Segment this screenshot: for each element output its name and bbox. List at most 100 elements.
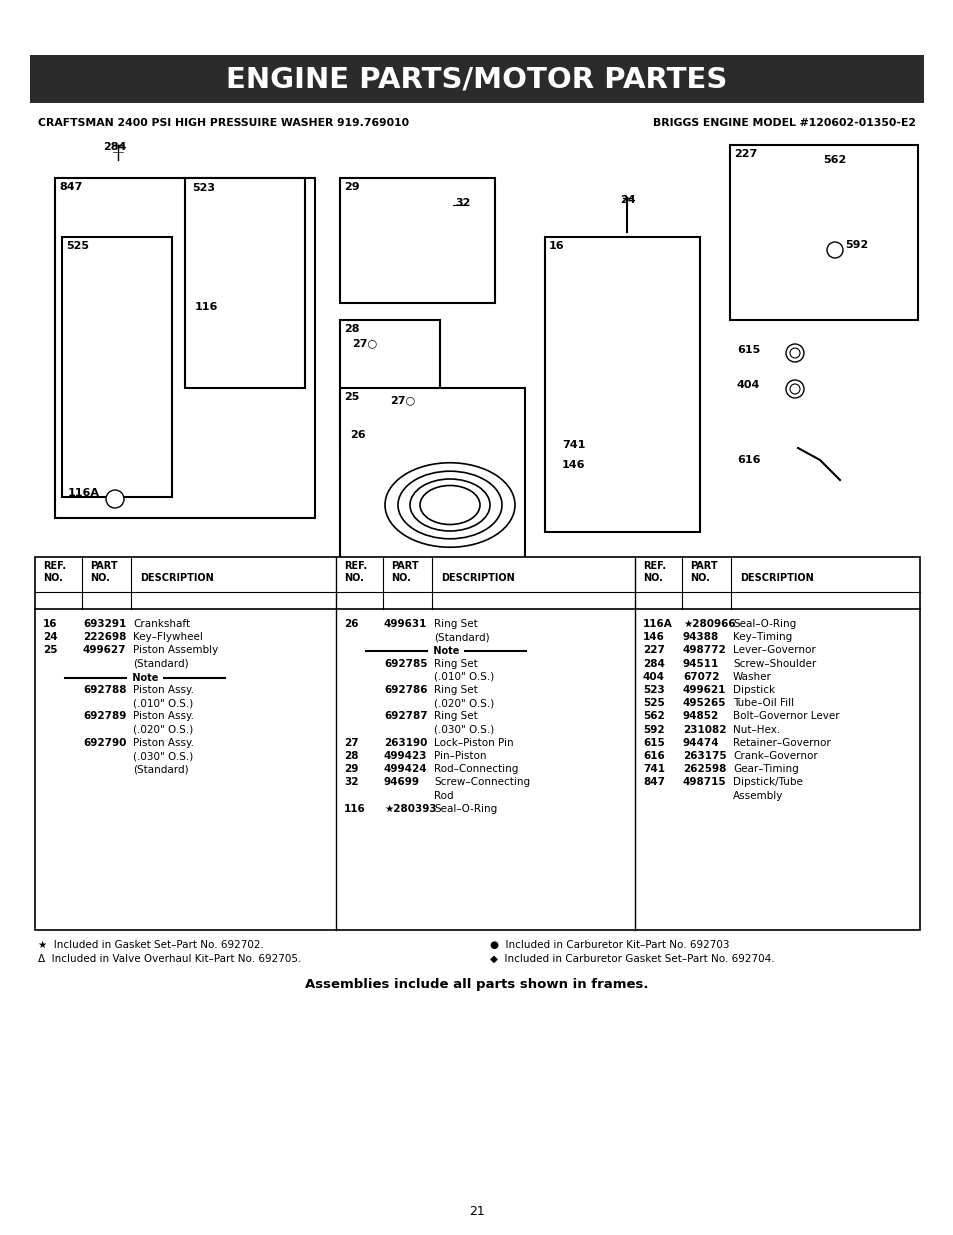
Text: Gear–Timing: Gear–Timing: [732, 764, 798, 774]
Text: 116: 116: [194, 303, 218, 312]
Text: 498715: 498715: [682, 777, 726, 788]
Circle shape: [826, 242, 842, 258]
Bar: [55, 178, 314, 517]
Text: (Standard): (Standard): [132, 764, 189, 774]
Text: 67072: 67072: [682, 672, 719, 682]
Text: 499631: 499631: [384, 619, 427, 629]
Text: 25: 25: [43, 646, 57, 656]
Text: 94852: 94852: [682, 711, 719, 721]
Text: 692785: 692785: [384, 658, 427, 668]
Bar: [544, 237, 700, 532]
Bar: [62, 237, 172, 496]
Bar: [729, 144, 917, 320]
Text: 592: 592: [642, 725, 664, 735]
Text: Piston Assy.: Piston Assy.: [132, 737, 193, 748]
Text: Rod: Rod: [434, 790, 453, 800]
Text: 499424: 499424: [384, 764, 427, 774]
Text: 847: 847: [642, 777, 664, 788]
Text: Piston Assy.: Piston Assy.: [132, 711, 193, 721]
Text: (.030" O.S.): (.030" O.S.): [132, 751, 193, 761]
Text: 284: 284: [642, 658, 664, 668]
Text: (Standard): (Standard): [434, 632, 489, 642]
Text: 27○: 27○: [352, 338, 376, 348]
Text: Bolt–Governor Lever: Bolt–Governor Lever: [732, 711, 839, 721]
Text: 523: 523: [192, 183, 214, 193]
Text: Key–Timing: Key–Timing: [732, 632, 791, 642]
Text: 222698: 222698: [83, 632, 126, 642]
Text: Pin–Piston: Pin–Piston: [434, 751, 486, 761]
Text: 227: 227: [642, 646, 664, 656]
Text: 146: 146: [642, 632, 664, 642]
Text: 562: 562: [822, 156, 845, 165]
Text: 525: 525: [66, 241, 89, 251]
Text: Assemblies include all parts shown in frames.: Assemblies include all parts shown in fr…: [305, 978, 648, 990]
Circle shape: [785, 345, 803, 362]
Circle shape: [106, 490, 124, 508]
Text: BRIGGS ENGINE MODEL #120602-01350-E2: BRIGGS ENGINE MODEL #120602-01350-E2: [652, 119, 915, 128]
Text: 231082: 231082: [682, 725, 726, 735]
Text: (.020" O.S.): (.020" O.S.): [434, 698, 494, 708]
Text: 94699: 94699: [384, 777, 419, 788]
Text: 16: 16: [43, 619, 57, 629]
Text: DESCRIPTION: DESCRIPTION: [740, 573, 813, 583]
Text: NO.: NO.: [90, 573, 110, 583]
Text: 692788: 692788: [83, 685, 127, 695]
Text: Δ  Included in Valve Overhaul Kit–Part No. 692705.: Δ Included in Valve Overhaul Kit–Part No…: [38, 953, 301, 965]
Text: 499621: 499621: [682, 685, 725, 695]
Text: 32: 32: [344, 777, 358, 788]
Text: 692786: 692786: [384, 685, 427, 695]
Text: PART: PART: [391, 561, 418, 571]
Text: Ring Set: Ring Set: [434, 619, 477, 629]
Text: 525: 525: [642, 698, 664, 708]
Text: Crank–Governor: Crank–Governor: [732, 751, 817, 761]
Text: 616: 616: [737, 454, 760, 466]
Text: 523: 523: [642, 685, 664, 695]
Circle shape: [789, 384, 800, 394]
Ellipse shape: [397, 472, 501, 538]
Text: 847: 847: [59, 182, 82, 191]
Text: 615: 615: [737, 345, 760, 354]
Text: Dipstick/Tube: Dipstick/Tube: [732, 777, 802, 788]
Text: 616: 616: [642, 751, 664, 761]
Text: Note: Note: [129, 673, 161, 683]
Text: DESCRIPTION: DESCRIPTION: [440, 573, 515, 583]
Text: 227: 227: [733, 149, 757, 159]
Text: 29: 29: [344, 764, 358, 774]
Text: (.030" O.S.): (.030" O.S.): [434, 725, 494, 735]
Text: 692790: 692790: [83, 737, 126, 748]
Text: (.010" O.S.): (.010" O.S.): [132, 698, 193, 708]
Text: ★280966: ★280966: [682, 619, 735, 629]
Text: 24: 24: [43, 632, 57, 642]
Text: 25: 25: [344, 391, 359, 403]
Text: 592: 592: [844, 240, 867, 249]
Text: (Standard): (Standard): [132, 658, 189, 668]
Text: DESCRIPTION: DESCRIPTION: [140, 573, 213, 583]
Text: 94474: 94474: [682, 737, 719, 748]
Text: 562: 562: [642, 711, 664, 721]
Text: 26: 26: [344, 619, 358, 629]
Ellipse shape: [419, 485, 479, 525]
Text: 29: 29: [344, 182, 359, 191]
Text: Crankshaft: Crankshaft: [132, 619, 190, 629]
Text: 692787: 692787: [384, 711, 427, 721]
Text: 615: 615: [642, 737, 664, 748]
Text: 28: 28: [344, 751, 358, 761]
Text: ●  Included in Carburetor Kit–Part No. 692703: ● Included in Carburetor Kit–Part No. 69…: [490, 940, 729, 950]
Text: NO.: NO.: [689, 573, 709, 583]
Text: Nut–Hex.: Nut–Hex.: [732, 725, 780, 735]
Text: Ring Set: Ring Set: [434, 685, 477, 695]
Text: NO.: NO.: [344, 573, 363, 583]
Text: 26: 26: [350, 430, 365, 440]
Text: 94388: 94388: [682, 632, 719, 642]
Circle shape: [785, 380, 803, 398]
Text: NO.: NO.: [642, 573, 662, 583]
Text: Lever–Governor: Lever–Governor: [732, 646, 815, 656]
Bar: [185, 178, 305, 388]
Text: 741: 741: [561, 440, 585, 450]
Text: 692789: 692789: [83, 711, 126, 721]
Text: Lock–Piston Pin: Lock–Piston Pin: [434, 737, 513, 748]
Text: 27○: 27○: [390, 395, 415, 405]
Text: PART: PART: [689, 561, 717, 571]
Text: 499627: 499627: [83, 646, 127, 656]
Text: 21: 21: [469, 1205, 484, 1218]
